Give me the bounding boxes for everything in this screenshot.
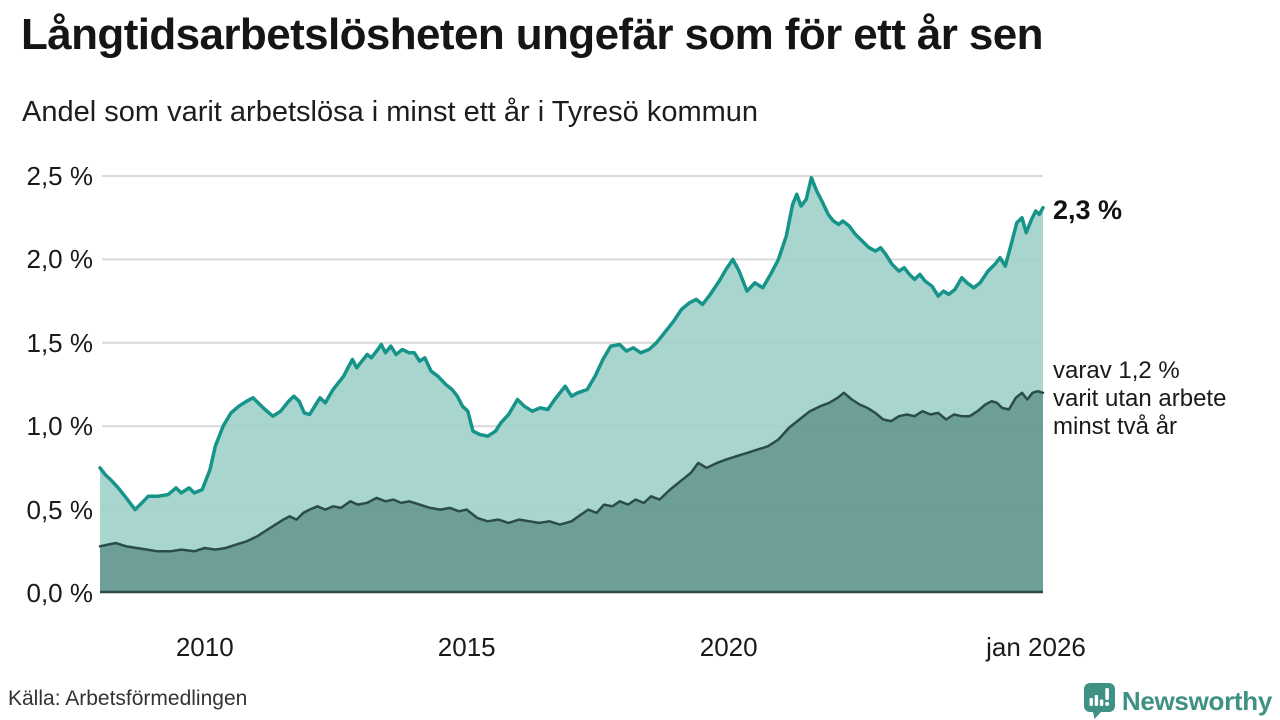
y-tick-label: 0,0 % xyxy=(26,578,94,608)
annotation-subset-line: varav 1,2 % xyxy=(1053,357,1180,384)
annotation-subset-line: varit utan arbete xyxy=(1053,385,1227,412)
series-total-line xyxy=(98,175,1045,512)
x-tick-label: jan 2026 xyxy=(986,632,1086,662)
chart-title: Långtidsarbetslösheten ungefär som för e… xyxy=(21,10,1044,59)
annotation-subset-label: varav 1,2 % varit utan arbete minst två år xyxy=(1053,357,1226,441)
newsworthy-logo: Newsworthy xyxy=(1083,683,1272,719)
y-tick-label: 0,5 % xyxy=(26,494,94,525)
x-tick-label: 2020 xyxy=(699,632,758,662)
y-tick-label: 2,0 % xyxy=(26,244,94,275)
x-tick-label: 2010 xyxy=(175,632,234,662)
series-subset-area xyxy=(100,391,1043,593)
x-tick-label: 2015 xyxy=(437,632,496,662)
annotation-total-value: 2,3 % xyxy=(1053,195,1123,225)
annotation-subset-line: minst två år xyxy=(1053,413,1178,440)
series-subset-line xyxy=(98,389,1045,553)
newsworthy-wordmark: Newsworthy xyxy=(1121,685,1272,716)
y-tick-label: 2,5 % xyxy=(26,161,94,191)
y-tick-label: 1,5 % xyxy=(26,327,94,358)
y-tick-label: 1,0 % xyxy=(26,411,94,442)
source-note: Källa: Arbetsförmedlingen xyxy=(8,687,248,710)
chart-subtitle: Andel som varit arbetslösa i minst ett å… xyxy=(22,96,759,128)
area-chart xyxy=(98,175,1045,594)
newsworthy-bubble-chart-icon xyxy=(1083,683,1115,719)
